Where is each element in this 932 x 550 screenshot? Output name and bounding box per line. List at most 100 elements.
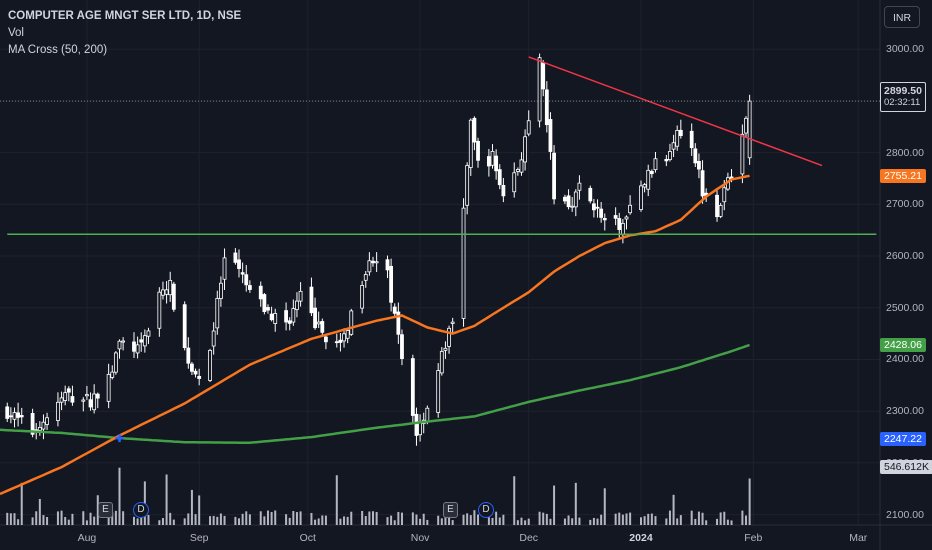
candle	[295, 292, 299, 318]
candle	[602, 213, 607, 231]
candle	[486, 148, 491, 177]
volume-bar	[346, 516, 349, 525]
candle-body	[519, 159, 524, 173]
volume-bar	[60, 510, 63, 525]
symbol-title[interactable]: COMPUTER AGE MNGT SER LTD, 1D, NSE	[8, 10, 242, 22]
candle	[671, 134, 676, 158]
candle	[697, 153, 701, 179]
volume-bar	[592, 517, 595, 525]
candle	[566, 189, 571, 210]
dividend-event-marker[interactable]: D	[133, 502, 149, 518]
volume-bar	[85, 520, 88, 525]
volume-bar	[723, 511, 726, 525]
candle-body	[193, 370, 198, 375]
candle	[135, 336, 140, 359]
candle-body	[233, 252, 238, 263]
candle-body	[258, 285, 263, 300]
ma200-line	[0, 343, 750, 445]
candle	[211, 322, 216, 355]
candle	[95, 392, 100, 409]
currency-button[interactable]: INR	[884, 6, 920, 28]
candle	[186, 337, 191, 369]
volume-indicator-label[interactable]: Vol	[8, 27, 24, 39]
candle	[389, 258, 394, 312]
volume-bar	[719, 512, 722, 525]
candle	[66, 386, 71, 402]
candle-body	[675, 130, 680, 147]
candle-body	[639, 185, 643, 210]
price-tick-label: 3000.00	[886, 43, 924, 56]
candle	[168, 271, 173, 302]
candle	[338, 333, 343, 352]
candle-body	[396, 311, 401, 335]
candle-body	[287, 320, 292, 324]
candle	[142, 329, 147, 353]
candle	[436, 363, 441, 418]
candle	[519, 152, 524, 176]
volume-bar	[17, 519, 20, 525]
candle-body	[273, 313, 278, 324]
volume-bar	[419, 518, 422, 525]
resistance-trendline	[528, 56, 823, 167]
volume-bar	[625, 513, 628, 525]
earnings-event-marker[interactable]: E	[98, 502, 113, 518]
price-tick-label: 2100.00	[886, 508, 924, 521]
time-tick-label: Nov	[410, 532, 430, 544]
candle	[599, 202, 604, 223]
candle	[715, 189, 719, 222]
candle	[573, 189, 578, 217]
candle-body	[512, 172, 517, 193]
candle	[85, 385, 89, 400]
candle	[664, 154, 669, 167]
candle	[592, 198, 596, 218]
volume-bar	[571, 518, 574, 525]
candle-body	[186, 347, 191, 364]
candle	[345, 328, 350, 344]
candle-body	[41, 421, 46, 430]
candle-body	[523, 136, 528, 163]
candle	[16, 402, 21, 427]
earnings-event-marker[interactable]: E	[443, 502, 458, 518]
ma200-price-tag: 2428.06	[880, 337, 926, 352]
ma-cross-indicator-label[interactable]: MA Cross (50, 200)	[8, 44, 108, 56]
candle-body	[237, 259, 241, 269]
candle-body	[316, 321, 321, 325]
candle	[396, 302, 401, 344]
candle	[552, 145, 556, 205]
volume-bar	[643, 516, 646, 525]
candle-body	[269, 313, 274, 321]
candle-body	[566, 195, 571, 208]
ma50-price-tag: 2755.21	[880, 168, 926, 183]
candle	[171, 281, 176, 312]
volume-bar	[574, 482, 577, 525]
volume-bar	[292, 510, 295, 525]
volume-bar	[89, 512, 92, 525]
dividend-event-marker[interactable]: D	[478, 502, 494, 518]
volume-bar	[679, 515, 682, 525]
volume-bar	[422, 513, 425, 525]
volume-bar	[473, 510, 476, 525]
volume-bar	[266, 510, 269, 525]
volume-bar	[368, 511, 371, 525]
candle-body	[497, 169, 502, 186]
candle	[468, 118, 473, 176]
candle-body	[142, 335, 147, 347]
candle	[620, 219, 625, 244]
candle	[515, 167, 520, 176]
candle	[613, 207, 618, 226]
volume-bar	[647, 513, 650, 525]
volume-bar	[270, 511, 273, 525]
candle-body	[642, 184, 647, 188]
candle	[298, 282, 303, 307]
volume-bar	[748, 478, 751, 525]
volume-bar	[364, 516, 367, 525]
candle-body	[563, 196, 567, 202]
candle-body	[349, 310, 354, 335]
candle-body	[219, 282, 223, 299]
candle-body	[247, 285, 252, 290]
candle-body	[693, 148, 698, 164]
volume-bar	[285, 514, 288, 525]
candle-body	[12, 412, 17, 420]
price-tick-label: 2300.00	[886, 405, 924, 418]
